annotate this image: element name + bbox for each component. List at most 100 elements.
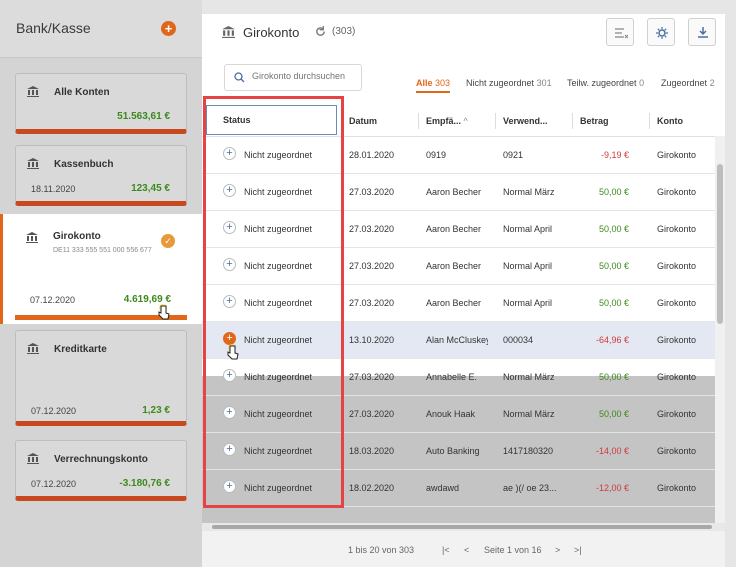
cell-betrag: -64,96 €: [595, 335, 629, 345]
table-row[interactable]: + Nicht zugeordnet 18.02.2020 awdawd ae …: [202, 470, 715, 507]
cell-status: Nicht zugeordnet: [244, 335, 313, 345]
account-card-date: 07.12.2020: [31, 479, 77, 489]
page-title: Girokonto: [243, 25, 300, 40]
cell-status: Nicht zugeordnet: [244, 483, 313, 493]
column-header-empfaenger[interactable]: Empfä... ^: [426, 108, 468, 134]
account-card-amount: 123,45 €: [131, 183, 170, 194]
filter-settings-button[interactable]: [606, 18, 634, 46]
column-header-status[interactable]: Status: [206, 105, 337, 135]
sidebar-header: Bank/Kasse +: [0, 0, 202, 58]
cell-verwendung: Normal April: [503, 298, 553, 308]
cell-verwendung: 0921: [503, 150, 524, 160]
cell-konto: Girokonto: [657, 409, 697, 419]
next-page-button[interactable]: >: [555, 545, 561, 555]
scrollbar-thumb[interactable]: [717, 164, 723, 324]
table-row[interactable]: + Nicht zugeordnet 28.01.2020 0919 0921 …: [202, 137, 715, 174]
cell-datum: 28.01.2020: [349, 150, 395, 160]
cell-status: Nicht zugeordnet: [244, 409, 313, 419]
horizontal-scrollbar[interactable]: [202, 523, 725, 531]
table-row[interactable]: + Nicht zugeordnet 27.03.2020 Aaron Bech…: [202, 211, 715, 248]
refresh-icon[interactable]: [315, 26, 326, 37]
cell-verwendung: 1417180320: [503, 446, 554, 456]
last-page-button[interactable]: >|: [574, 545, 582, 555]
tab-teilw-zugeordnet[interactable]: Teilw. zugeordnet 0: [567, 78, 644, 88]
add-account-button[interactable]: +: [161, 21, 176, 36]
assign-plus-icon[interactable]: +: [223, 443, 236, 456]
column-separator: [418, 113, 419, 129]
tab-nicht-zugeordnet[interactable]: Nicht zugeordnet 301: [466, 78, 552, 88]
first-page-button[interactable]: |<: [442, 545, 450, 555]
prev-page-button[interactable]: <: [464, 545, 470, 555]
tab-count: 303: [435, 78, 451, 88]
table-row[interactable]: + Nicht zugeordnet 27.03.2020 Aaron Bech…: [202, 174, 715, 211]
cell-verwendung: Normal März: [503, 187, 555, 197]
assign-plus-icon[interactable]: +: [223, 332, 236, 345]
cell-empfaenger: 0919: [426, 150, 447, 160]
column-header-verwendung[interactable]: Verwend...: [503, 116, 548, 126]
table-row[interactable]: + Nicht zugeordnet 27.03.2020 Annabelle …: [202, 359, 715, 396]
column-header-datum[interactable]: Datum: [349, 116, 378, 126]
account-card-alle-konten[interactable]: Alle Konten 51.563,61 €: [15, 73, 187, 134]
assign-plus-icon[interactable]: +: [223, 480, 236, 493]
assign-plus-icon[interactable]: +: [223, 221, 236, 234]
cell-konto: Girokonto: [657, 224, 697, 234]
filter-icon: [615, 28, 628, 39]
account-card-verrechnungskonto[interactable]: Verrechnungskonto 07.12.2020 -3.180,76 €: [15, 440, 187, 501]
cell-empfaenger: awdawd: [426, 483, 460, 493]
column-header-konto[interactable]: Konto: [657, 116, 683, 126]
account-card-title: Kassenbuch: [54, 159, 114, 170]
cell-konto: Girokonto: [657, 261, 697, 271]
cell-betrag: -14,00 €: [595, 446, 629, 456]
cell-empfaenger: Annabelle E.: [426, 372, 478, 382]
cell-status: Nicht zugeordnet: [244, 150, 313, 160]
tab-zugeordnet[interactable]: Zugeordnet 2: [661, 78, 715, 88]
cell-datum: 27.03.2020: [349, 261, 395, 271]
bank-icon: [27, 158, 39, 169]
table-row[interactable]: + Nicht zugeordnet 18.03.2020 Auto Banki…: [202, 433, 715, 470]
search-box[interactable]: [224, 64, 362, 91]
tab-alle[interactable]: Alle 303: [416, 78, 450, 88]
vertical-scrollbar[interactable]: [715, 136, 725, 528]
cell-verwendung: Normal März: [503, 372, 555, 382]
sidebar: Bank/Kasse + Alle Konten 51.563,61 € Kas…: [0, 0, 202, 567]
account-card-amount: -3.180,76 €: [119, 478, 170, 489]
account-card-kreditkarte[interactable]: Kreditkarte 07.12.2020 1,23 €: [15, 330, 187, 426]
cell-verwendung: 000034: [503, 335, 534, 345]
assign-plus-icon[interactable]: +: [223, 258, 236, 271]
column-header-betrag[interactable]: Betrag: [580, 116, 609, 126]
assign-plus-icon[interactable]: +: [223, 147, 236, 160]
download-icon: [698, 27, 708, 38]
sort-asc-icon: ^: [463, 116, 468, 126]
table-row[interactable]: + Nicht zugeordnet 27.03.2020 Aaron Bech…: [202, 248, 715, 285]
cell-datum: 13.10.2020: [349, 335, 395, 345]
pagination: 1 bis 20 von 303 |< < Seite 1 von 16 > >…: [202, 531, 725, 567]
account-card-girokonto[interactable]: Girokonto DE11 333 555 551 000 556 677 ✓…: [15, 220, 187, 320]
assign-plus-icon[interactable]: +: [223, 184, 236, 197]
cell-betrag: 50,00 €: [598, 261, 629, 271]
tab-count: 2: [709, 78, 715, 88]
cell-verwendung: ae )(/ oe 23...: [503, 483, 557, 493]
assign-plus-icon[interactable]: +: [223, 406, 236, 419]
account-card-date: 18.11.2020: [31, 184, 76, 194]
table-row[interactable]: + Nicht zugeordnet 27.03.2020 Anouk Haak…: [202, 396, 715, 433]
bank-icon: [27, 453, 39, 464]
download-button[interactable]: [688, 18, 716, 46]
tab-label: Nicht zugeordnet: [466, 78, 535, 88]
table-row-highlighted[interactable]: + Nicht zugeordnet 13.10.2020 Alan McClu…: [202, 322, 715, 359]
header-divider: [202, 136, 725, 137]
tab-count: 0: [639, 78, 645, 88]
scrollbar-thumb[interactable]: [212, 525, 712, 529]
assign-plus-icon[interactable]: +: [223, 295, 236, 308]
bank-icon: [26, 232, 38, 243]
cell-datum: 27.03.2020: [349, 298, 395, 308]
search-input[interactable]: [252, 71, 356, 81]
settings-button[interactable]: [647, 18, 675, 46]
active-tab-indicator: [416, 91, 450, 93]
cell-empfaenger: Alan McCluskey: [426, 335, 488, 345]
assign-plus-icon[interactable]: +: [223, 369, 236, 382]
table-row[interactable]: + Nicht zugeordnet 27.03.2020 Aaron Bech…: [202, 285, 715, 322]
account-card-amount: 51.563,61 €: [117, 111, 170, 122]
cell-konto: Girokonto: [657, 335, 697, 345]
column-separator: [649, 113, 650, 129]
account-card-kassenbuch[interactable]: Kassenbuch 18.11.2020 123,45 €: [15, 145, 187, 206]
